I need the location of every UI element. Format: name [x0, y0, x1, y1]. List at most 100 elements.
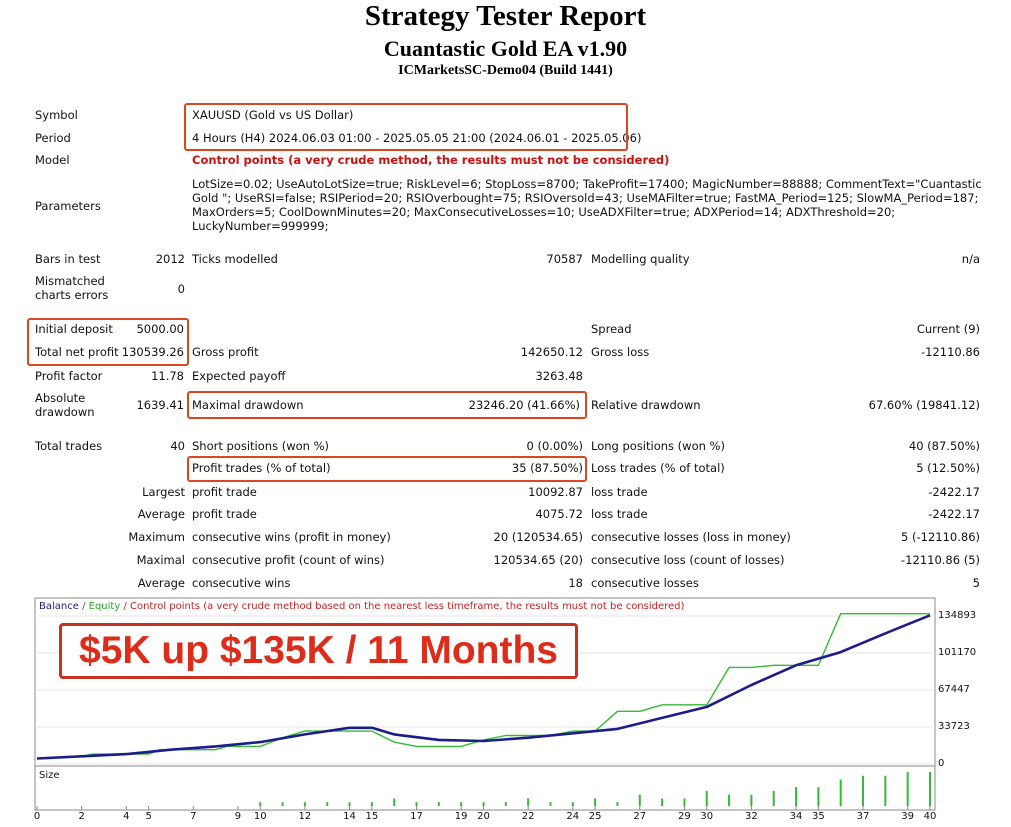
absdd-label: Absolute drawdown [35, 391, 95, 419]
reldd-value: 67.60% (19841.12) [868, 398, 980, 412]
parameters-label: Parameters [35, 199, 101, 213]
x-tick-label: 17 [410, 811, 423, 822]
largest-label: Largest [142, 485, 185, 499]
deposit-label: Initial deposit [35, 322, 113, 336]
mismatch-label: Mismatched charts errors [35, 274, 109, 302]
chart-legend: Balance / Equity / Control points (a ver… [39, 601, 684, 612]
pf-label: Profit factor [35, 369, 103, 383]
bars-value: 2012 [155, 252, 185, 266]
size-bar [817, 787, 820, 806]
size-bar [616, 802, 619, 806]
x-tick-label: 24 [566, 811, 580, 822]
bars-label: Bars in test [35, 252, 101, 266]
maximal-label: Maximal [136, 553, 185, 567]
size-bar [728, 794, 731, 806]
payoff-label: Expected payoff [192, 369, 286, 383]
size-bar [705, 790, 708, 806]
server-build: ICMarketsSC-Demo04 (Build 1441) [398, 63, 613, 78]
size-bar [906, 772, 909, 806]
ticks-value: 70587 [546, 252, 583, 266]
avg-consec-losses-label: consecutive losses [591, 576, 699, 590]
size-bar [571, 802, 574, 806]
maximal-consec-loss-label: consecutive loss (count of losses) [591, 553, 785, 567]
x-tick-label: 4 [123, 811, 130, 822]
y-tick-label: 101170 [938, 646, 977, 658]
x-tick-label: 14 [343, 811, 356, 822]
netprofit-label: Total net profit [35, 345, 119, 359]
legend-control: / Control points (a very crude method ba… [120, 601, 685, 612]
x-tick-label: 5 [145, 811, 152, 822]
size-bar [326, 802, 329, 806]
x-tick-label: 32 [745, 811, 758, 822]
size-bar [259, 802, 262, 806]
highlight-deposit-profit [27, 318, 189, 366]
maximal-consec-loss-value: -12110.86 (5) [901, 553, 980, 567]
size-bar [772, 790, 775, 806]
average-loss-value: -2422.17 [928, 507, 980, 521]
size-bar [437, 802, 440, 806]
quality-label: Modelling quality [591, 252, 690, 266]
grossloss-label: Gross loss [591, 345, 650, 359]
legend-equity: Equity [88, 601, 121, 612]
average-profit-label: profit trade [192, 507, 257, 521]
x-tick-label: 39 [901, 811, 915, 822]
maxdd-label: Maximal drawdown [192, 398, 304, 412]
period-value: 4 Hours (H4) 2024.06.03 01:00 - 2025.05.… [192, 131, 642, 145]
long-value: 40 (87.50%) [908, 439, 980, 453]
largest-loss-value: -2422.17 [928, 485, 980, 499]
size-bar [839, 779, 842, 806]
x-tick-label: 2 [78, 811, 85, 822]
maximum-label: Maximum [128, 530, 185, 544]
x-tick-label: 37 [856, 811, 870, 822]
size-bar [482, 802, 485, 806]
x-tick-label: 10 [253, 811, 267, 822]
average-consec-label: Average [137, 576, 185, 590]
maximal-consec-profit-label: consecutive profit (count of wins) [192, 553, 385, 567]
highlight-symbol-period [184, 103, 628, 151]
size-bar [303, 802, 306, 806]
size-bar [795, 787, 798, 806]
balance-line [36, 614, 931, 760]
legend-separator: / [78, 601, 89, 612]
spread-label: Spread [591, 322, 632, 336]
max-consec-losses-label: consecutive losses (loss in money) [591, 530, 791, 544]
model-label: Model [35, 153, 70, 167]
pf-value: 11.78 [151, 369, 184, 383]
symbol-value: XAUUSD (Gold vs US Dollar) [192, 108, 354, 122]
size-label: Size [39, 770, 60, 781]
x-tick-label: 22 [521, 811, 535, 822]
x-tick-label: 35 [812, 811, 825, 822]
report-subtitle: Cuantastic Gold EA v1.90 [383, 36, 628, 61]
size-bar [348, 802, 351, 806]
size-bar [504, 802, 507, 806]
netprofit-value: 130539.26 [121, 345, 184, 359]
x-tick-label: 27 [633, 811, 647, 822]
avg-consec-wins-value: 18 [568, 576, 583, 590]
trades-label: Total trades [35, 439, 103, 453]
size-bar [884, 775, 887, 806]
size-bar [549, 802, 552, 806]
largest-loss-label: loss trade [591, 485, 648, 499]
size-bar [460, 802, 463, 806]
highlight-max-drawdown [187, 391, 587, 419]
avg-consec-losses-value: 5 [972, 576, 980, 590]
average-label: Average [137, 507, 185, 521]
period-label: Period [35, 131, 71, 145]
x-tick-label: 29 [678, 811, 691, 822]
x-tick-label: 40 [923, 811, 937, 822]
average-loss-label: loss trade [591, 507, 648, 521]
size-bar [661, 798, 664, 806]
y-tick-label: 67447 [938, 683, 970, 695]
x-tick-label: 19 [454, 811, 468, 822]
model-value: Control points (a very crude method, the… [192, 153, 670, 167]
maximal-consec-profit-value: 120534.65 (20) [493, 553, 583, 567]
profit-trades-label: Profit trades (% of total) [192, 461, 331, 475]
y-tick-label: 33723 [938, 721, 970, 732]
size-bar [370, 802, 373, 806]
parameters-value: LotSize=0.02; UseAutoLotSize=true; RiskL… [192, 177, 982, 233]
x-tick-label: 20 [477, 811, 490, 822]
x-tick-label: 9 [234, 811, 242, 822]
size-bar [415, 802, 418, 806]
y-tick-label: 0 [938, 758, 945, 769]
